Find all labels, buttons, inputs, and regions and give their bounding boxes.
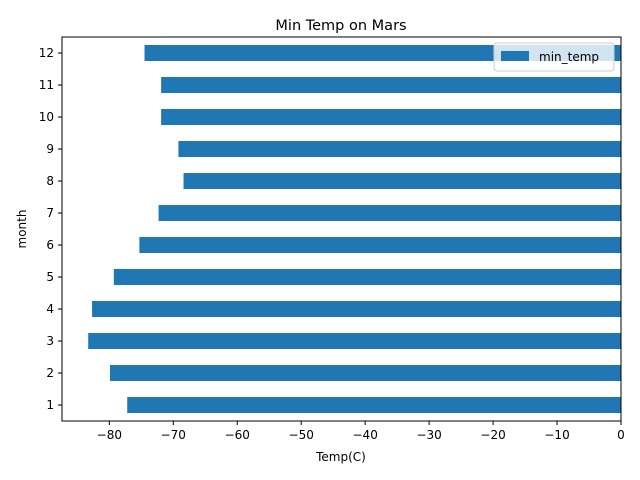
- y-tick-label: 10: [39, 110, 54, 124]
- x-tick-label: −70: [161, 428, 186, 442]
- y-tick-label: 7: [46, 206, 54, 220]
- y-tick-label: 2: [46, 366, 54, 380]
- bar-month-10: [161, 109, 621, 125]
- legend-box: [493, 42, 615, 72]
- x-tick-label: −30: [416, 428, 441, 442]
- y-tick-label: 3: [46, 334, 54, 348]
- x-tick-label: 0: [617, 428, 625, 442]
- legend: min_temp: [493, 42, 615, 72]
- y-tick-label: 9: [46, 142, 54, 156]
- bar-month-3: [88, 333, 621, 349]
- x-axis-label: Temp(C): [315, 450, 366, 464]
- x-tick-label: −50: [289, 428, 314, 442]
- x-tick-label: −40: [353, 428, 378, 442]
- x-tick-label: −10: [544, 428, 569, 442]
- bar-month-5: [113, 269, 621, 285]
- chart-title: Min Temp on Mars: [275, 18, 406, 34]
- bar-month-1: [127, 397, 622, 413]
- x-tick-label: −20: [480, 428, 505, 442]
- y-tick-label: 4: [46, 302, 54, 316]
- plot-frame: [61, 36, 622, 422]
- x-tick-label: −60: [225, 428, 250, 442]
- y-tick-label: 12: [39, 46, 54, 60]
- legend-swatch: [501, 51, 529, 61]
- bar-month-2: [109, 365, 621, 381]
- legend-label: min_temp: [539, 50, 599, 64]
- y-tick-label: 8: [46, 174, 54, 188]
- y-tick-label: 11: [39, 78, 54, 92]
- y-axis-label: month: [15, 210, 29, 249]
- bar-month-7: [158, 205, 621, 221]
- y-tick-label: 5: [46, 270, 54, 284]
- y-tick-label: 6: [46, 238, 54, 252]
- x-axis-ticks: −80 −70 −60 −50 −40 −30 −20 −10 0: [97, 421, 625, 442]
- y-tick-label: 1: [46, 398, 54, 412]
- bar-month-4: [92, 301, 621, 317]
- bar-month-6: [139, 237, 621, 253]
- x-tick-label: −80: [97, 428, 122, 442]
- bar-month-9: [178, 141, 621, 157]
- bar-month-11: [161, 77, 621, 93]
- bar-month-8: [183, 173, 622, 189]
